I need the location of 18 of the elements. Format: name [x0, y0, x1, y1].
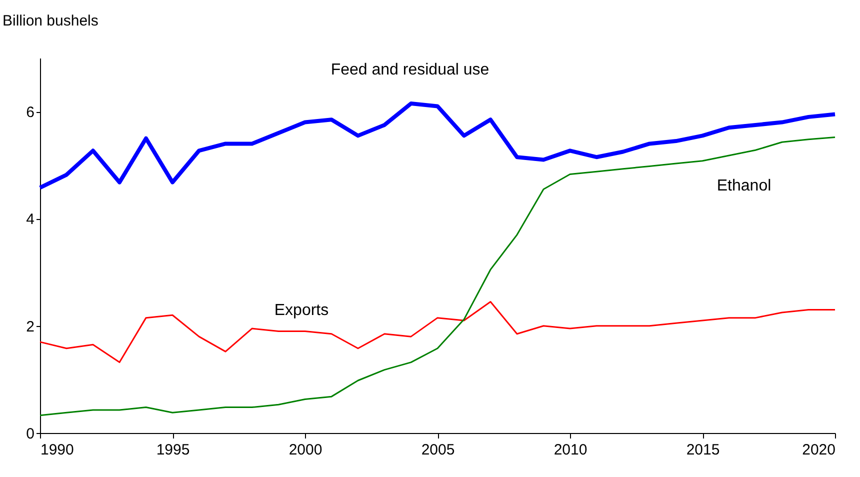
y-tick-label: 4: [26, 211, 34, 228]
line-series: [38, 102, 837, 190]
x-tick-label: 2000: [288, 442, 322, 458]
series-label: Exports: [274, 302, 329, 319]
x-tick-label: 1990: [40, 442, 74, 458]
x-tick-label: 2020: [802, 442, 836, 458]
text: Feed and residual use: [330, 62, 490, 79]
y-axis-title: Billion bushels: [2, 12, 98, 30]
x-tick-label: 1995: [156, 442, 190, 458]
y-tick-label: 0: [26, 426, 34, 442]
y-tick-label: 6: [26, 104, 34, 122]
x-tick-label: 2005: [421, 442, 455, 458]
series-label: Ethanol: [716, 178, 772, 194]
x-tick-label: 2015: [686, 442, 720, 458]
x-tick-label: 2010: [554, 442, 588, 458]
y-tick-label: 2: [26, 318, 34, 336]
line-series: [39, 301, 836, 364]
line-series: [39, 136, 836, 416]
